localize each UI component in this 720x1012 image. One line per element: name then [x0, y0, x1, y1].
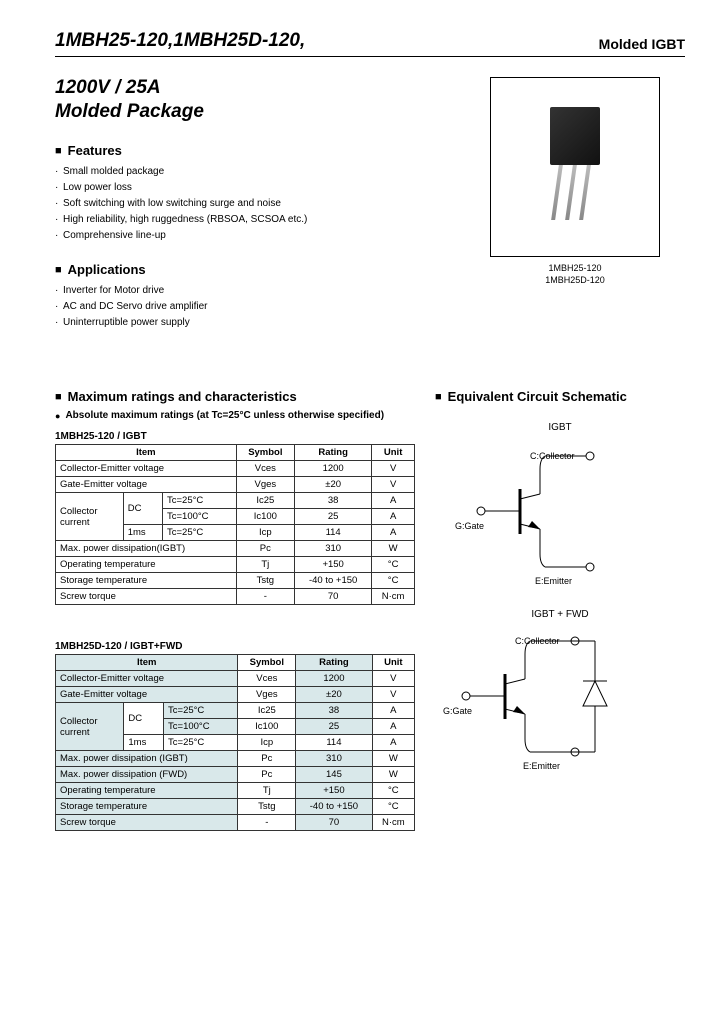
svg-text:G:Gate: G:Gate: [455, 521, 484, 531]
table-row: Max. power dissipation (FWD)Pc145W: [56, 767, 415, 783]
applications-heading: Applications: [55, 262, 445, 277]
features-list: Small molded package Low power loss Soft…: [55, 164, 445, 244]
app-item: Uninterruptible power supply: [55, 315, 445, 331]
abs-max-subheading: Absolute maximum ratings (at Tc=25°C unl…: [55, 410, 415, 421]
table-row: Screw torque-70N·cm: [56, 589, 415, 605]
table2-title: 1MBH25D-120 / IGBT+FWD: [55, 641, 415, 652]
part-number: 1MBH25-120,1MBH25D-120,: [55, 30, 305, 52]
table-row: Max. power dissipation(IGBT)Pc310W: [56, 541, 415, 557]
feature-item: Soft switching with low switching surge …: [55, 196, 445, 212]
header-category: Molded IGBT: [599, 36, 685, 52]
page-header: 1MBH25-120,1MBH25D-120, Molded IGBT: [55, 30, 685, 57]
table-row: CollectorcurrentDCTc=25°CIc2538A: [56, 703, 415, 719]
applications-list: Inverter for Motor drive AC and DC Servo…: [55, 283, 445, 331]
package-title: Molded Package: [55, 101, 445, 123]
svg-text:G:Gate: G:Gate: [443, 706, 472, 716]
rating-title: 1200V / 25A: [55, 77, 445, 99]
circuit1-title: IGBT: [435, 422, 685, 433]
table-row: Collector-Emitter voltageVces1200V: [56, 461, 415, 477]
igbt-fwd-schematic-icon: C:Collector G:Gate E:Emitter: [435, 626, 685, 776]
feature-item: High reliability, high ruggedness (RBSOA…: [55, 212, 445, 228]
igbt-package-icon: [540, 107, 610, 227]
table1-title: 1MBH25-120 / IGBT: [55, 431, 415, 442]
table-row: Max. power dissipation (IGBT)Pc310W: [56, 751, 415, 767]
table-row: Gate-Emitter voltageVges±20V: [56, 477, 415, 493]
table-row: Operating temperatureTj+150°C: [56, 783, 415, 799]
table-row: CollectorcurrentDCTc=25°CIc2538A: [56, 493, 415, 509]
feature-item: Low power loss: [55, 180, 445, 196]
table-row: Storage temperatureTstg-40 to +150°C: [56, 799, 415, 815]
app-item: AC and DC Servo drive amplifier: [55, 299, 445, 315]
table-row: Screw torque-70N·cm: [56, 815, 415, 831]
product-image-box: [490, 77, 660, 257]
feature-item: Comprehensive line-up: [55, 228, 445, 244]
svg-text:E:Emitter: E:Emitter: [535, 576, 572, 586]
circuit2-title: IGBT + FWD: [435, 609, 685, 620]
ratings-table-1: ItemSymbolRatingUnit Collector-Emitter v…: [55, 444, 415, 605]
table-row: Storage temperatureTstg-40 to +150°C: [56, 573, 415, 589]
igbt-schematic-icon: C:Collector G:Gate E:Emitter: [435, 439, 685, 589]
table-row: Gate-Emitter voltageVges±20V: [56, 687, 415, 703]
table-row: Operating temperatureTj+150°C: [56, 557, 415, 573]
schematic-heading: Equivalent Circuit Schematic: [435, 389, 685, 404]
features-heading: Features: [55, 143, 445, 158]
image-caption: 1MBH25-120 1MBH25D-120: [465, 263, 685, 286]
max-ratings-heading: Maximum ratings and characteristics: [55, 389, 415, 404]
ratings-table-2: ItemSymbolRatingUnit Collector-Emitter v…: [55, 654, 415, 831]
svg-text:E:Emitter: E:Emitter: [523, 761, 560, 771]
app-item: Inverter for Motor drive: [55, 283, 445, 299]
feature-item: Small molded package: [55, 164, 445, 180]
table-row: Collector-Emitter voltageVces1200V: [56, 671, 415, 687]
